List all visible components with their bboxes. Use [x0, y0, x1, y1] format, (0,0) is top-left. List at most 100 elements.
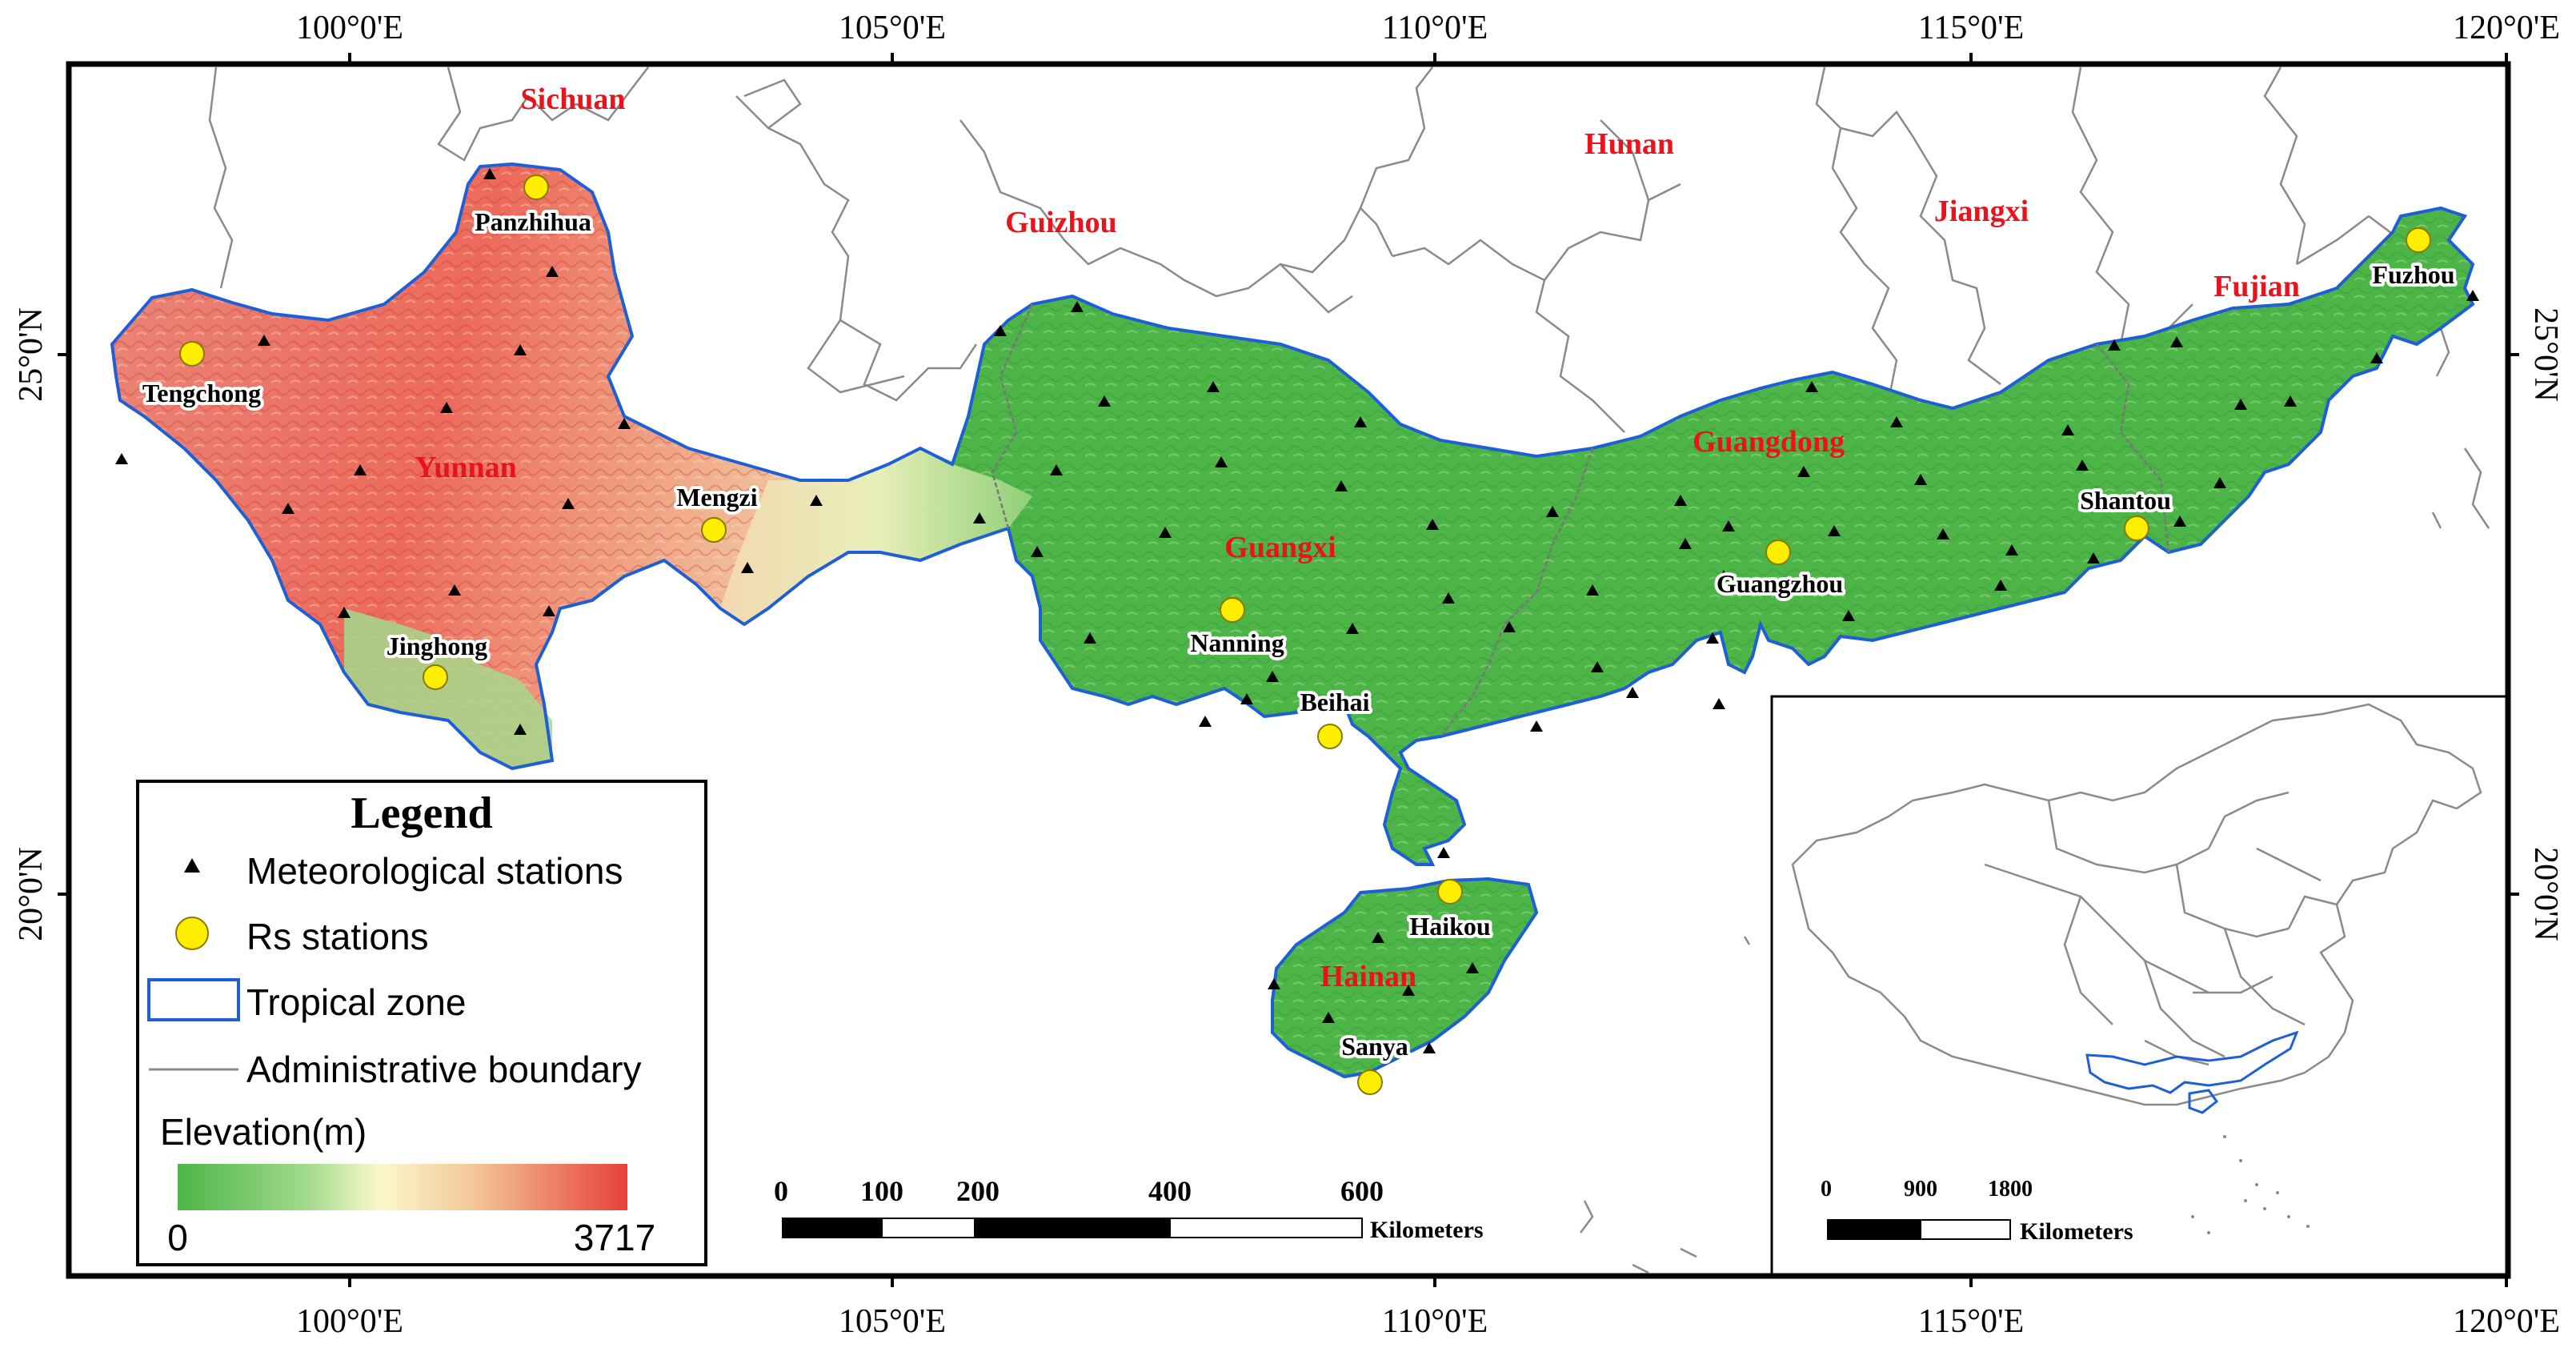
province-label-sichuan: Sichuan	[521, 82, 626, 116]
rs-station-tengchong	[179, 341, 205, 367]
scale-tick-label: 600	[1340, 1175, 1384, 1207]
met-station-marker	[2087, 552, 2100, 564]
meteorological-stations	[115, 168, 2479, 1053]
rs-label-tengchong: Tengchong	[142, 379, 261, 407]
province-label-guangxi: Guangxi	[1224, 531, 1336, 564]
met-station-marker	[543, 605, 555, 616]
met-station-marker	[618, 418, 631, 429]
lat-label-left: 25°0'N	[13, 307, 50, 402]
met-station-marker	[1335, 480, 1348, 491]
province-label-guangdong: Guangdong	[1693, 425, 1845, 459]
met-station-marker	[1797, 466, 1810, 477]
met-station-marker	[1717, 570, 1730, 581]
met-station-marker	[354, 464, 367, 475]
inset-scale-tick-label: 0	[1821, 1177, 1832, 1202]
met-station-marker	[1530, 720, 1543, 732]
met-station-marker	[1346, 623, 1359, 634]
province-label-guizhou: Guizhou	[1005, 206, 1116, 239]
met-station-marker	[338, 607, 351, 618]
legend-met-symbol	[184, 858, 200, 873]
province-label-jiangxi: Jiangxi	[1934, 195, 2029, 228]
lon-label-top: 100°0'E	[296, 10, 403, 46]
frame-ticks	[58, 53, 2519, 1287]
met-station-marker	[514, 724, 527, 735]
met-station-marker	[2076, 459, 2089, 471]
elevation-color-bar	[178, 1164, 627, 1210]
met-station-marker	[2466, 290, 2479, 301]
met-station-marker	[1207, 381, 1220, 392]
met-station-marker	[1240, 693, 1253, 704]
lat-label-right: 20°0'N	[2527, 847, 2564, 941]
met-station-marker	[1914, 474, 1927, 485]
met-station-marker	[810, 495, 823, 506]
met-station-marker	[483, 168, 496, 179]
met-station-marker	[1098, 395, 1111, 407]
met-station-marker	[282, 503, 294, 514]
province-label-hunan: Hunan	[1584, 127, 1674, 161]
met-station-marker	[1084, 632, 1096, 644]
rs-station-jinghong	[423, 664, 448, 690]
met-station-marker	[546, 266, 559, 277]
rs-stations	[179, 175, 2431, 1095]
met-station-marker	[1423, 1042, 1436, 1053]
inset-scale-tick-label: 1800	[1988, 1177, 2033, 1202]
inset-map: 0 900 1800 Kilometers	[1770, 695, 2508, 1276]
inset-frame	[1770, 695, 2508, 1276]
met-station-marker	[1828, 525, 1841, 536]
inset-scale-tick-label: 900	[1904, 1177, 1937, 1202]
legend: Legend Meteorological stations Rs statio…	[136, 780, 707, 1266]
rs-station-sanya	[1357, 1069, 1383, 1095]
lat-label-right: 25°0'N	[2527, 307, 2564, 402]
rs-label-beihai: Beihai	[1300, 688, 1369, 716]
met-station-marker	[1322, 1012, 1335, 1023]
province-label-fujian: Fujian	[2213, 270, 2300, 303]
rs-station-nanning	[1220, 597, 1245, 623]
scale-unit: Kilometers	[1370, 1217, 1484, 1243]
met-station-marker	[1937, 528, 1949, 540]
met-station-marker	[1268, 978, 1280, 989]
legend-rs-label: Rs stations	[246, 916, 429, 957]
met-station-marker	[514, 344, 527, 355]
met-station-marker	[2173, 516, 2186, 527]
met-station-marker	[1215, 456, 1228, 467]
met-station-marker	[2284, 395, 2297, 407]
met-station-marker	[994, 325, 1007, 336]
lon-label-bottom: 100°0'E	[296, 1303, 403, 1340]
scale-tick-label: 100	[860, 1175, 903, 1207]
inset-china-outline	[1791, 703, 2482, 1106]
lon-label-top: 115°0'E	[1918, 10, 2024, 46]
rs-label-guangzhou: Guangzhou	[1717, 569, 1843, 598]
lon-label-top: 110°0'E	[1382, 10, 1488, 46]
met-station-marker	[1466, 962, 1479, 973]
elevation-min-label: 0	[167, 1217, 188, 1258]
lat-label-left: 20°0'N	[13, 847, 50, 941]
met-station-marker	[1503, 621, 1516, 632]
rs-label-panzhihua: Panzhihua	[475, 207, 591, 236]
met-station-marker	[440, 402, 453, 413]
elevation-max-label: 3717	[574, 1217, 655, 1258]
met-station-marker	[1159, 527, 1172, 538]
met-station-marker	[1071, 301, 1084, 312]
met-station-marker	[1591, 661, 1604, 672]
legend-title: Legend	[351, 788, 492, 838]
met-station-marker	[1354, 416, 1367, 427]
met-station-marker	[1546, 506, 1559, 517]
scale-bar: 0 100 200 400 600 Kilometers	[774, 1175, 1484, 1243]
inset-scale-unit: Kilometers	[2020, 1218, 2133, 1245]
province-labels: Sichuan Guizhou Hunan Jiangxi Fujian Yun…	[415, 82, 2300, 993]
rs-station-mengzi	[701, 517, 727, 543]
rs-station-labels: Panzhihua Tengchong Mengzi Jinghong Nann…	[139, 204, 2458, 1064]
legend-met-label: Meteorological stations	[246, 850, 623, 892]
tropical-zone	[110, 162, 2475, 1079]
met-station-marker	[1586, 584, 1599, 596]
met-station-marker	[562, 498, 575, 509]
rs-label-nanning: Nanning	[1190, 628, 1284, 657]
met-station-marker	[2170, 336, 2183, 347]
rs-station-guangzhou	[1765, 540, 1791, 565]
inset-tropical-zone	[2085, 1030, 2299, 1094]
met-station-marker	[1626, 687, 1639, 698]
lon-label-bottom: 115°0'E	[1918, 1303, 2024, 1340]
rs-station-panzhihua	[523, 175, 549, 200]
rs-label-mengzi: Mengzi	[676, 483, 757, 512]
